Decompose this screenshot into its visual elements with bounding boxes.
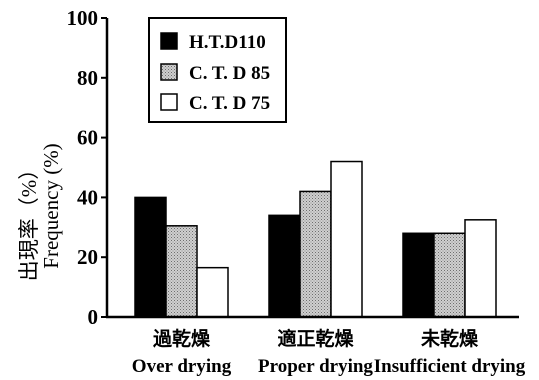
bars	[134, 160, 497, 318]
category-label-en: Proper drying	[258, 356, 373, 377]
legend-swatch-1	[160, 32, 178, 50]
y-axis-title-jp: 出現率（%）	[17, 159, 41, 282]
bar-3-3	[464, 219, 497, 318]
y-tick-label: 0	[88, 305, 99, 329]
category-label-en: Insufficient drying	[374, 356, 526, 377]
x-axis-labels: 過乾燥 Over drying 適正乾燥 Proper drying 未乾燥 Insuff…	[132, 327, 526, 377]
bar-2-3	[433, 232, 466, 318]
legend-swatch-3	[160, 93, 178, 111]
legend-label-2: C. T. D 85	[189, 63, 270, 84]
bar-1-2	[268, 214, 301, 318]
y-tick-label: 60	[77, 126, 98, 150]
bar-3-1	[196, 266, 229, 318]
y-axis-ticks: 0 20 40 60 80 100	[67, 6, 107, 329]
bar-2-2	[299, 190, 332, 318]
y-tick-label: 80	[77, 66, 98, 90]
category-label-jp: 未乾燥	[420, 327, 479, 350]
y-tick-label: 100	[67, 6, 99, 30]
legend: H.T.D110 C. T. D 85 C. T. D 75	[148, 17, 287, 123]
bar-1-3	[402, 232, 435, 318]
y-tick-label: 40	[77, 185, 98, 209]
y-tick-label: 20	[77, 245, 98, 269]
y-axis-title-en: Frequency (%)	[39, 143, 63, 268]
legend-label-1: H.T.D110	[189, 32, 266, 53]
bar-2-1	[165, 225, 198, 318]
y-axis-title: 出現率（%） Frequency (%)	[17, 143, 63, 281]
bar-1-1	[134, 196, 167, 318]
category-label-jp: 適正乾燥	[277, 327, 354, 350]
legend-label-3: C. T. D 75	[189, 93, 270, 114]
category-label-en: Over drying	[132, 356, 232, 377]
legend-swatch-2	[160, 63, 178, 81]
category-label-jp: 過乾燥	[153, 327, 211, 350]
bar-3-2	[330, 160, 363, 318]
